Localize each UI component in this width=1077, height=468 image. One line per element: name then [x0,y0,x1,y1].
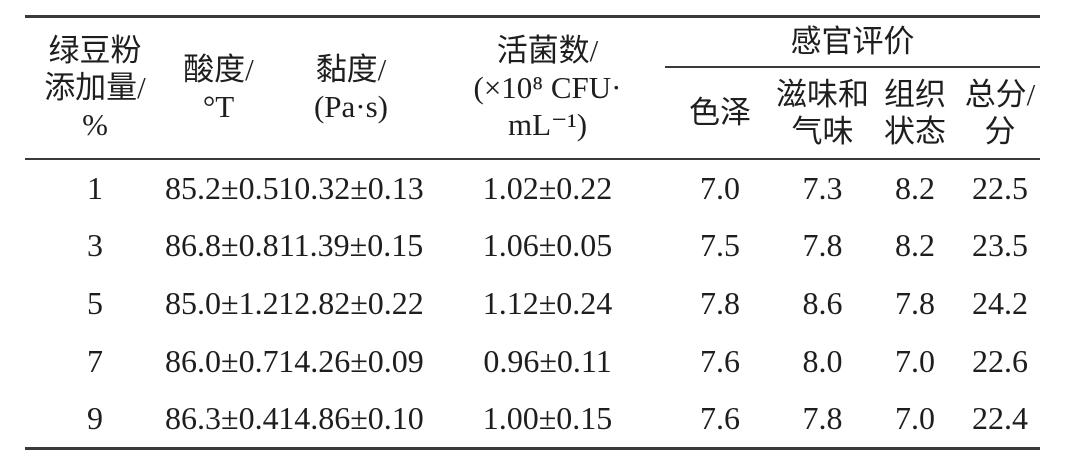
header-line: (×10⁸ CFU· [473,70,622,106]
cell-taste-score: 7.8 [802,227,843,263]
cell-total-score: 22.5 [972,169,1028,206]
cell-color-score: 7.5 [700,227,740,263]
header-line: mL⁻¹) [507,107,588,143]
cell-addition: 9 [87,400,103,437]
cell-acidity: 86.3±0.4 [165,400,279,437]
cell-color-score: 7.0 [700,169,740,206]
cell-texture-score: 7.0 [895,343,935,379]
table-row: 9 86.3±0.4 14.86±0.10 1.00±0.15 7.6 7.8 … [25,391,1040,449]
table-row: 3 86.8±0.8 11.39±0.15 1.06±0.05 7.5 7.8 … [25,217,1040,275]
header-line: 绿豆粉 [48,33,142,69]
cell-color-score: 7.8 [700,285,740,321]
header-line: °T [202,88,235,124]
header-sub-row: 色泽 滋味和 气味 组织 状态 总分/ 分 [25,66,1040,160]
col-header-color: 色泽 [665,66,775,160]
cell-taste-score: 7.3 [802,169,843,206]
cell-viscosity: 10.32±0.13 [278,169,424,206]
cell-viable-count: 1.12±0.24 [482,285,613,321]
cell-total-score: 24.2 [972,285,1028,321]
paper-table-region: 绿豆粉 添加量/ % 酸度/ °T 黏度/ (Pa·s) 活菌数/ (×10⁸ … [25,15,1040,450]
cell-viable-count: 1.02±0.22 [482,169,613,206]
cell-addition: 7 [87,343,103,379]
header-line: 滋味和 [776,76,869,112]
cell-viable-count: 1.00±0.15 [482,400,613,437]
cell-viscosity: 14.26±0.09 [278,343,424,379]
col-header-viable-count: 活菌数/ (×10⁸ CFU· mL⁻¹) [430,16,665,160]
cell-addition: 1 [87,169,103,206]
cell-viscosity: 11.39±0.15 [278,227,424,263]
col-header-total-score: 总分/ 分 [960,66,1040,160]
cell-texture-score: 7.0 [895,400,935,437]
cell-taste-score: 7.8 [802,400,843,437]
col-header-viscosity: 黏度/ (Pa·s) [272,16,430,160]
cell-viable-count: 0.96±0.11 [483,343,612,379]
col-header-mung-bean-addition: 绿豆粉 添加量/ % [25,16,165,160]
table-row: 5 85.0±1.2 12.82±0.22 1.12±0.24 7.8 8.6 … [25,275,1040,333]
cell-taste-score: 8.0 [802,343,843,379]
cell-total-score: 22.6 [972,343,1028,379]
col-header-acidity: 酸度/ °T [165,16,272,160]
header-line: 黏度/ [315,51,387,87]
header-line: (Pa·s) [313,88,389,124]
header-line: 总分/ [964,76,1036,112]
header-line: % [82,107,108,143]
header-line: 酸度/ [183,51,254,87]
cell-taste-score: 8.6 [802,285,843,321]
header-line: 活菌数/ [496,33,599,69]
cell-viscosity: 12.82±0.22 [278,285,424,321]
cell-total-score: 22.4 [972,400,1028,437]
cell-acidity: 86.0±0.7 [165,343,279,379]
header-line: 组织 [884,76,946,112]
cell-texture-score: 8.2 [895,227,935,263]
cell-acidity: 85.2±0.5 [165,169,279,206]
data-table: 绿豆粉 添加量/ % 酸度/ °T 黏度/ (Pa·s) 活菌数/ (×10⁸ … [25,15,1040,450]
cell-addition: 5 [87,285,103,321]
col-header-taste-smell: 滋味和 气味 [775,66,870,160]
cell-texture-score: 8.2 [895,169,935,206]
cell-texture-score: 7.8 [895,285,935,321]
cell-addition: 3 [87,227,103,263]
col-group-sensory-evaluation: 感官评价 [665,16,1040,68]
cell-total-score: 23.5 [972,227,1028,263]
header-line: 分 [984,113,1016,149]
cell-viscosity: 14.86±0.10 [278,400,424,437]
cell-acidity: 86.8±0.8 [165,227,279,263]
cell-color-score: 7.6 [700,343,740,379]
header-line: 气味 [791,113,854,149]
header-line: 状态 [884,113,946,149]
table-row: 1 85.2±0.5 10.32±0.13 1.02±0.22 7.0 7.3 … [25,159,1040,217]
header-line: 色泽 [689,95,751,130]
cell-acidity: 85.0±1.2 [165,285,279,321]
header-group-row: 绿豆粉 添加量/ % 酸度/ °T 黏度/ (Pa·s) 活菌数/ (×10⁸ … [25,16,1040,160]
header-line: 添加量/ [44,70,146,106]
table-row: 7 86.0±0.7 14.26±0.09 0.96±0.11 7.6 8.0 … [25,333,1040,391]
col-header-texture: 组织 状态 [870,66,960,160]
cell-viable-count: 1.06±0.05 [482,227,613,263]
cell-color-score: 7.6 [700,400,740,437]
